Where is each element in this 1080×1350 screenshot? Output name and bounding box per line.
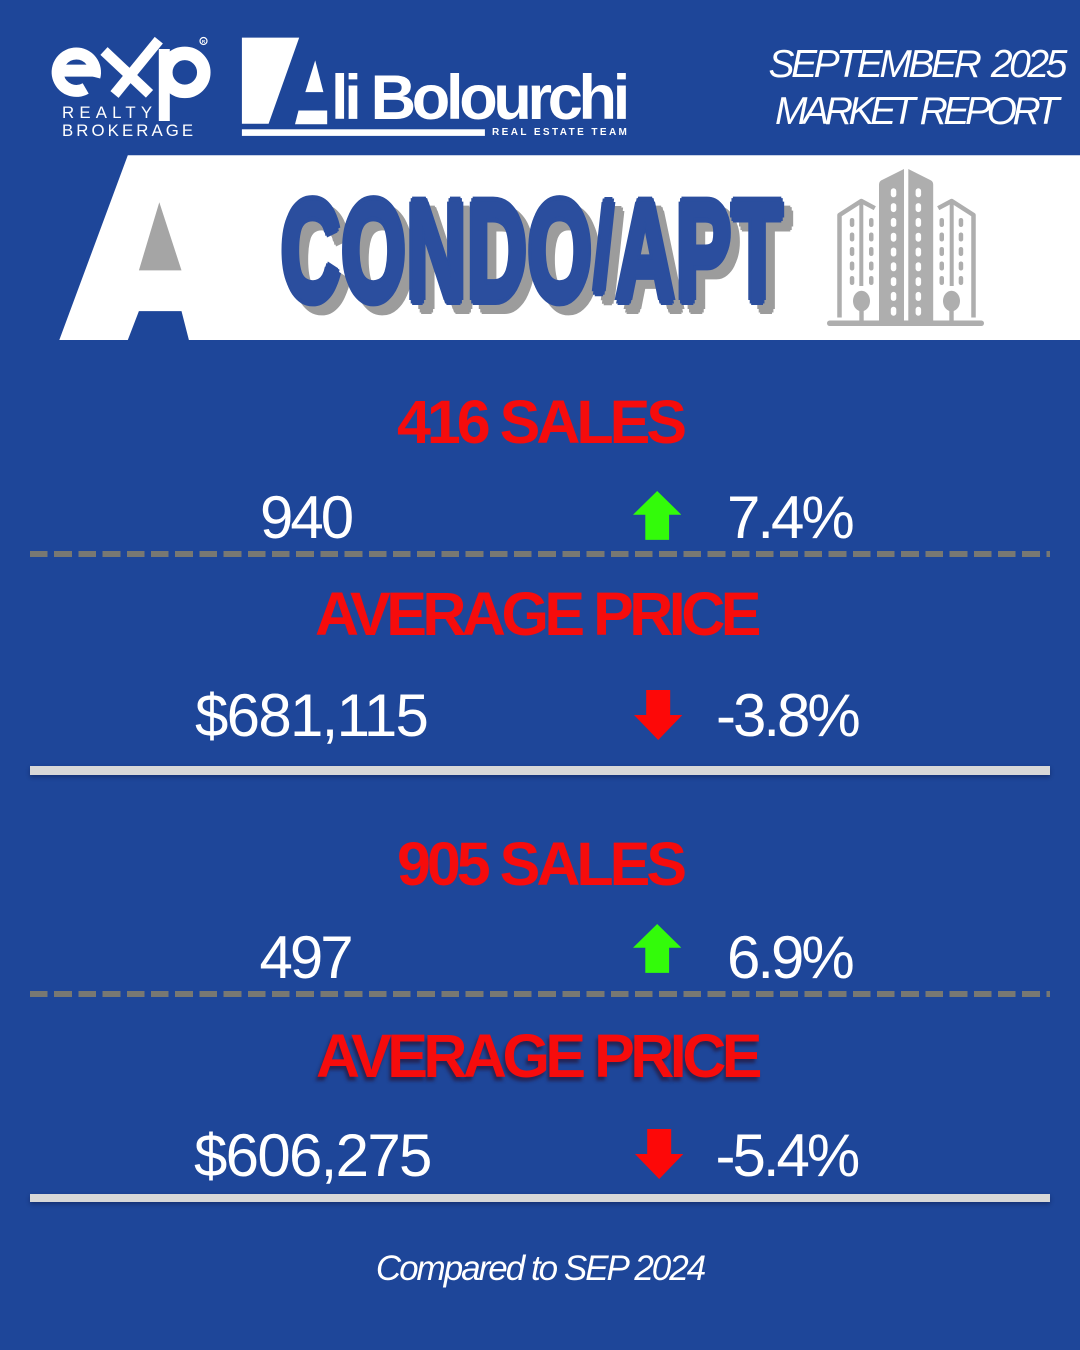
svg-text:R: R: [202, 39, 206, 44]
